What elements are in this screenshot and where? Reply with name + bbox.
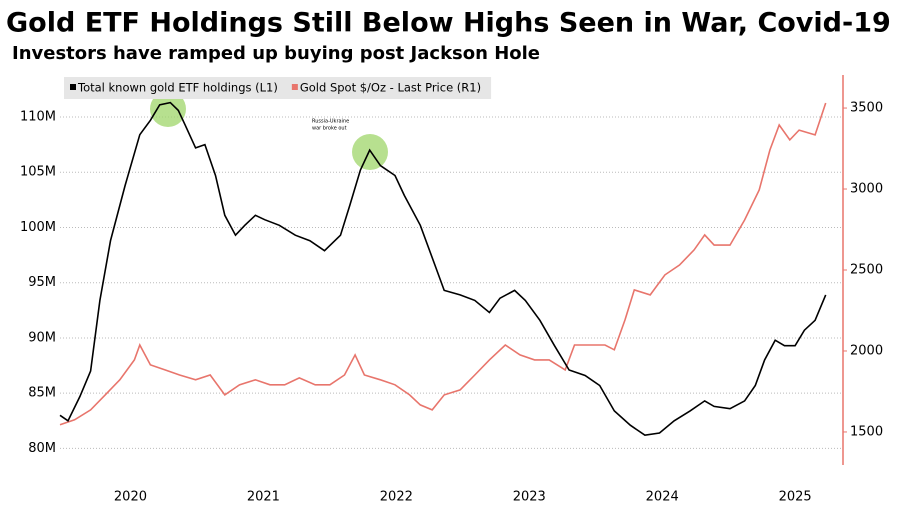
y2-tick-label: 3500 <box>850 101 883 116</box>
legend-label: Total known gold ETF holdings (L1) <box>77 81 278 95</box>
legend-box <box>64 77 492 99</box>
legend-swatch <box>291 84 298 90</box>
annotation: Russia-Ukraine <box>312 119 349 125</box>
series-line <box>59 102 827 426</box>
y-tick-label: 95M <box>28 275 56 290</box>
annotation: war broke out <box>312 126 347 132</box>
legend-label: Gold Spot $/Oz - Last Price (R1) <box>300 81 481 95</box>
y-tick-label: 100M <box>20 220 56 235</box>
x-tick-label: 2024 <box>646 490 679 505</box>
y-tick-label: 90M <box>28 330 56 345</box>
chart-title: Gold ETF Holdings Still Below Highs Seen… <box>6 8 891 39</box>
x-tick-label: 2021 <box>247 490 280 505</box>
y2-tick-label: 3000 <box>850 182 883 197</box>
y-tick-label: 110M <box>20 109 56 124</box>
highlight-circle <box>352 134 388 170</box>
y2-tick-label: 2500 <box>850 263 883 278</box>
y-tick-label: 85M <box>28 386 56 401</box>
chart-subtitle: Investors have ramped up buying post Jac… <box>12 43 540 64</box>
y-tick-label: 80M <box>28 441 56 456</box>
highlight-circle <box>150 91 186 127</box>
x-tick-label: 2020 <box>114 490 147 505</box>
legend: Total known gold ETF holdings (L1) Gold S… <box>64 77 492 99</box>
legend-swatch <box>70 84 76 90</box>
y-tick-label: 105M <box>20 165 56 180</box>
y2-tick-label: 2000 <box>850 343 883 358</box>
x-tick-label: 2023 <box>513 490 546 505</box>
x-tick-label: 2022 <box>380 490 413 505</box>
y2-tick-label: 1500 <box>850 424 883 439</box>
x-tick-label: 2025 <box>779 490 812 505</box>
series-line <box>59 101 827 437</box>
